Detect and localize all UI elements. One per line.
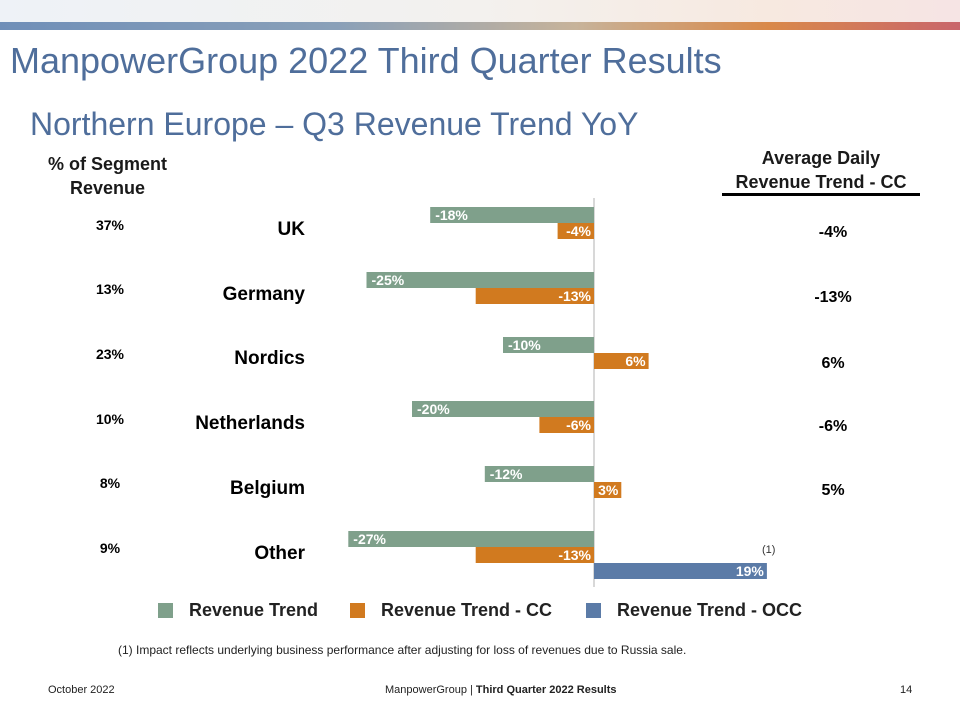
data-label-revenue-trend-belgium: -12% <box>490 466 523 482</box>
footer-date: October 2022 <box>48 684 115 696</box>
data-label-revenue-trend-uk: -18% <box>435 207 468 223</box>
bar-revenue-trend-germany <box>366 272 594 288</box>
legend-item-revenue-trend-occ: Revenue Trend - OCC <box>586 599 802 621</box>
segment-share-netherlands: 10% <box>95 411 125 427</box>
data-label-revenue-trend-cc-other: -13% <box>558 547 591 563</box>
segment-share-belgium: 8% <box>99 475 121 491</box>
footer-report-title: Third Quarter 2022 Results <box>475 684 617 696</box>
legend-swatch-revenue-trend-occ <box>586 602 601 618</box>
bar-revenue-trend-uk <box>430 207 594 223</box>
data-label-revenue-trend-other: -27% <box>353 531 386 547</box>
bar-revenue-trend-cc-uk <box>557 223 594 239</box>
bar-revenue-trend-cc-nordics <box>594 353 649 369</box>
legend-label-revenue-trend-occ: Revenue Trend - OCC <box>617 599 803 620</box>
bar-revenue-trend-other <box>348 531 594 547</box>
segment-share-uk: 37% <box>95 217 125 233</box>
adr-value-germany: -13% <box>814 289 852 306</box>
adr-value-uk: -4% <box>818 224 848 241</box>
data-label-revenue-trend-cc-nordics: 6% <box>625 353 646 369</box>
bar-revenue-trend-occ-other <box>594 563 767 579</box>
segment-share-germany: 13% <box>95 281 125 297</box>
page-title: ManpowerGroup 2022 Third Quarter Results <box>10 40 722 81</box>
data-label-revenue-trend-cc-belgium: 3% <box>598 482 619 498</box>
header-glow <box>0 0 960 22</box>
occ-footnote-marker: (1) <box>762 544 776 556</box>
category-label-belgium: Belgium <box>230 478 305 499</box>
category-label-germany: Germany <box>222 284 305 305</box>
adr-value-belgium: 5% <box>821 482 845 499</box>
legend-label-revenue-trend: Revenue Trend <box>189 599 319 620</box>
category-label-netherlands: Netherlands <box>195 413 305 434</box>
bar-revenue-trend-cc-other <box>475 547 594 563</box>
bar-revenue-trend-cc-belgium <box>594 482 622 498</box>
footer-center: ManpowerGroup | Third Quarter 2022 Resul… <box>385 684 617 696</box>
bar-revenue-trend-cc-germany <box>475 288 594 304</box>
adr-header-line1: Average Daily <box>761 148 881 168</box>
bar-revenue-trend-netherlands <box>412 401 594 417</box>
adr-header-line2: Revenue Trend - CC <box>735 172 907 192</box>
adr-value-nordics: 6% <box>821 355 845 372</box>
footer-page-number: 14 <box>900 684 913 696</box>
segment-share-other: 9% <box>99 540 121 556</box>
data-label-revenue-trend-cc-netherlands: -6% <box>566 417 591 433</box>
footnote: (1) Impact reflects underlying business … <box>118 643 687 657</box>
legend-item-revenue-trend: Revenue Trend <box>158 599 318 621</box>
data-label-revenue-trend-occ-other: 19% <box>736 563 765 579</box>
category-label-uk: UK <box>277 219 305 240</box>
data-label-revenue-trend-cc-uk: -4% <box>566 223 591 239</box>
data-label-revenue-trend-germany: -25% <box>372 272 405 288</box>
segment-share-nordics: 23% <box>95 346 125 362</box>
adr-header-rule <box>722 193 920 196</box>
bar-revenue-trend-belgium <box>484 466 594 482</box>
category-label-nordics: Nordics <box>234 348 305 369</box>
bar-revenue-trend-cc-netherlands <box>539 417 594 433</box>
data-label-revenue-trend-nordics: -10% <box>508 337 541 353</box>
adr-header: Average Daily Revenue Trend - CC <box>722 146 920 194</box>
legend-item-revenue-trend-cc: Revenue Trend - CC <box>350 599 552 621</box>
adr-value-netherlands: -6% <box>818 418 848 435</box>
legend-label-revenue-trend-cc: Revenue Trend - CC <box>381 599 553 620</box>
header-accent-bar <box>0 22 960 30</box>
slide-subtitle: Northern Europe – Q3 Revenue Trend YoY <box>30 106 639 142</box>
data-label-revenue-trend-netherlands: -20% <box>417 401 450 417</box>
legend-swatch-revenue-trend-cc <box>350 602 365 618</box>
bar-revenue-trend-nordics <box>503 337 594 353</box>
data-label-revenue-trend-cc-germany: -13% <box>558 288 591 304</box>
footer-company: ManpowerGroup | <box>385 684 476 696</box>
legend-swatch-revenue-trend <box>158 602 173 618</box>
category-label-other: Other <box>254 543 305 564</box>
segment-share-header: % of Segment Revenue <box>47 154 167 198</box>
